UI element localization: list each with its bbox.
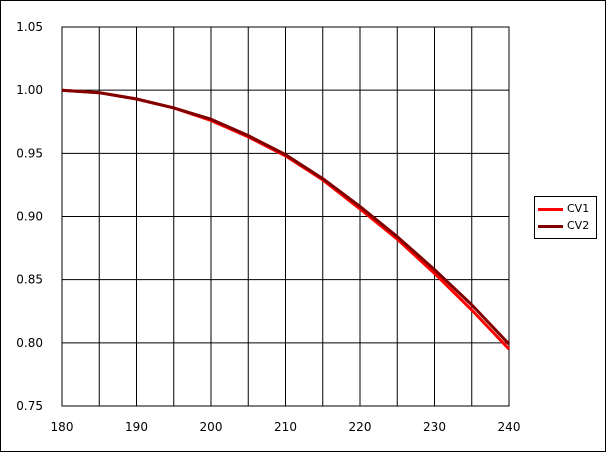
y-tick-label: 0.75 — [16, 399, 43, 413]
legend-label-cv1: CV1 — [567, 202, 590, 215]
y-tick-label: 1.05 — [16, 20, 43, 34]
x-tick-label: 210 — [274, 420, 297, 434]
y-tick-label: 0.90 — [16, 210, 43, 224]
x-tick-label: 190 — [125, 420, 148, 434]
y-axis-ticks: 0.75 0.80 0.85 0.90 0.95 1.00 1.05 — [16, 20, 43, 413]
legend: CV1 CV2 — [534, 196, 597, 239]
x-tick-label: 200 — [200, 420, 223, 434]
series-line-cv2 — [61, 88, 511, 346]
legend-label-cv2: CV2 — [567, 219, 590, 232]
grid-lines — [62, 27, 509, 406]
legend-swatch-cv1 — [538, 208, 563, 211]
x-axis-ticks: 180 190 200 210 220 230 240 — [51, 420, 521, 434]
legend-item-cv1: CV1 — [538, 201, 596, 217]
legend-swatch-cv2 — [538, 225, 563, 228]
x-tick-label: 240 — [498, 420, 521, 434]
x-tick-label: 230 — [423, 420, 446, 434]
y-tick-label: 1.00 — [16, 83, 43, 97]
y-tick-label: 0.85 — [16, 273, 43, 287]
series-lines — [61, 88, 511, 351]
y-tick-label: 0.80 — [16, 336, 43, 350]
y-tick-label: 0.95 — [16, 146, 43, 160]
x-tick-label: 180 — [51, 420, 74, 434]
legend-item-cv2: CV2 — [538, 218, 596, 234]
x-tick-label: 220 — [349, 420, 372, 434]
